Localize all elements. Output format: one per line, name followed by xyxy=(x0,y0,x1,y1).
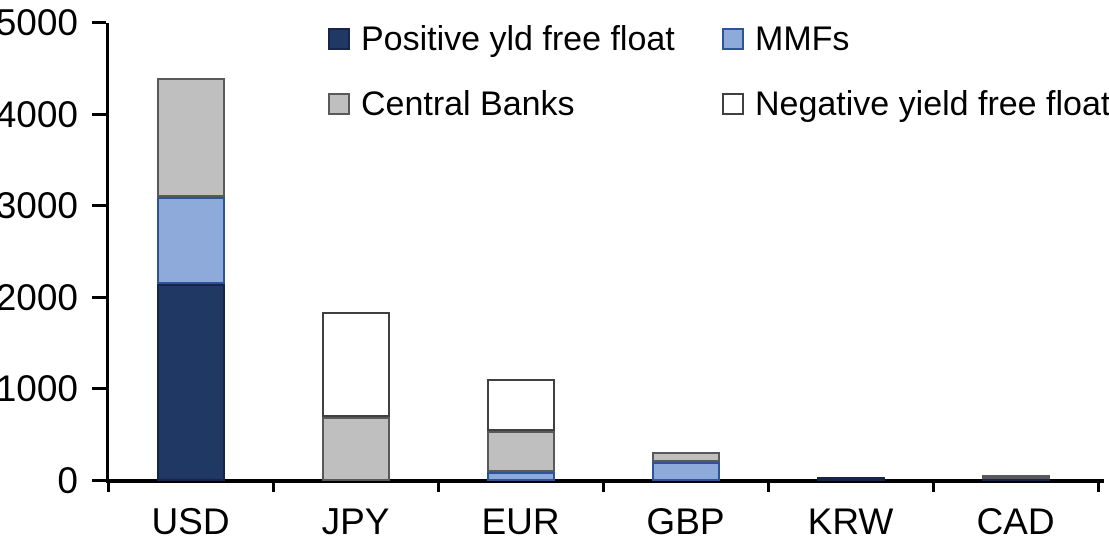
y-tick xyxy=(92,21,106,24)
bar-segment-central-banks xyxy=(156,77,225,198)
y-axis-tick-label: 0 xyxy=(57,460,78,501)
legend-swatch-central-banks xyxy=(328,93,350,115)
y-axis-tick-label: 3000 xyxy=(0,185,78,227)
legend-label: Negative yield free float xyxy=(755,85,1109,123)
x-axis-label: GBP xyxy=(646,501,725,542)
legend-label: Positive yld free float xyxy=(361,20,675,58)
legend-label: MMFs xyxy=(755,20,850,58)
bar-segment-negative-yield-free-float xyxy=(321,311,390,417)
bar-segment-mmfs xyxy=(486,471,555,481)
x-axis-label: KRW xyxy=(807,501,894,542)
y-tick xyxy=(92,112,106,116)
y-axis-tick-label: 2000 xyxy=(0,276,78,318)
legend-swatch-positive-yld-free-float xyxy=(328,28,350,50)
x-axis-label: CAD xyxy=(976,501,1055,542)
bar-segment-central-banks xyxy=(981,474,1050,479)
legend-swatch-mmfs xyxy=(722,28,744,50)
legend-item-positive-yld-free-float: Positive yld free float xyxy=(328,20,675,58)
legend-item-negative-yield-free-float: Negative yield free float xyxy=(722,85,1109,123)
bar-segment-central-banks xyxy=(321,416,390,481)
y-tick xyxy=(92,387,106,391)
bar-segment-positive-yld-free-float xyxy=(156,284,225,481)
y-axis-tick-label: 1000 xyxy=(0,368,78,410)
y-axis-tick-label: 4000 xyxy=(0,93,78,135)
y-tick xyxy=(92,204,106,208)
bar-segment-central-banks xyxy=(486,431,555,472)
x-axis xyxy=(106,479,1104,483)
x-axis-label: EUR xyxy=(481,501,560,542)
y-axis-tick-label: 5000 xyxy=(0,2,78,43)
legend-swatch-negative-yield-free-float xyxy=(722,93,744,115)
x-tick xyxy=(107,481,110,492)
x-tick xyxy=(272,481,275,492)
x-tick xyxy=(1097,481,1100,492)
x-axis-label: USD xyxy=(151,501,230,542)
x-tick xyxy=(437,481,440,492)
y-tick xyxy=(92,295,106,299)
y-tick xyxy=(92,479,106,482)
x-axis-label: JPY xyxy=(321,501,390,542)
x-tick xyxy=(602,481,605,492)
y-axis xyxy=(106,23,109,483)
x-tick xyxy=(767,481,770,492)
x-tick xyxy=(932,481,935,492)
legend-label: Central Banks xyxy=(361,85,575,123)
bar-segment-mmfs xyxy=(156,197,225,285)
legend-item-mmfs: MMFs xyxy=(722,20,850,58)
bar-segment-central-banks xyxy=(651,451,720,462)
bar-segment-mmfs xyxy=(651,461,720,481)
bar-segment-negative-yield-free-float xyxy=(486,378,555,432)
legend-item-central-banks: Central Banks xyxy=(328,85,575,123)
bar-segment-positive-yld-free-float xyxy=(816,476,885,481)
